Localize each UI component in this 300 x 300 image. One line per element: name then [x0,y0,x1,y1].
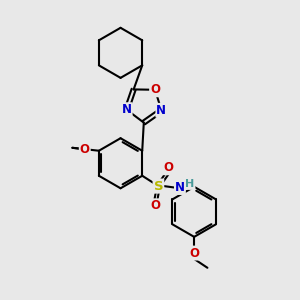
Text: N: N [175,181,185,194]
Text: O: O [151,199,160,212]
Text: O: O [189,247,199,260]
Text: O: O [150,83,160,96]
Text: S: S [154,180,163,193]
Text: O: O [80,143,90,156]
Text: O: O [164,161,174,174]
Text: H: H [185,179,195,189]
Text: N: N [122,103,132,116]
Text: N: N [156,104,167,117]
